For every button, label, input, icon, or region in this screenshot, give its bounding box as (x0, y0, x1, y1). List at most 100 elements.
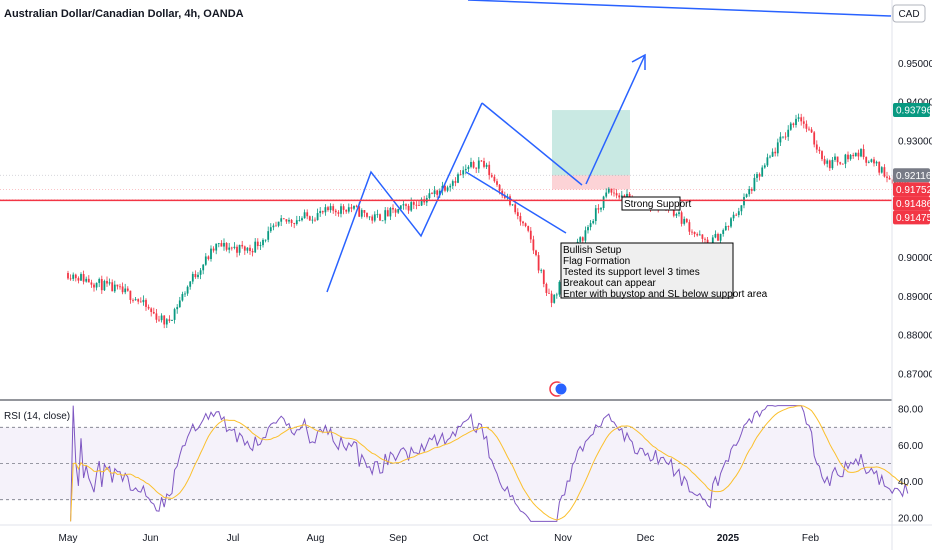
candle-body (311, 219, 314, 221)
candle-body (704, 238, 706, 240)
candle-body (303, 212, 306, 219)
candle-body (784, 136, 787, 138)
strong-support-box[interactable] (621, 196, 681, 211)
candle-body (371, 216, 374, 221)
candle-body (358, 206, 361, 217)
candle-body (618, 195, 621, 198)
candle-body (550, 293, 553, 303)
candle-body (693, 232, 696, 235)
candle-body (282, 218, 285, 220)
rsi-tick-label: 80.00 (898, 405, 923, 416)
event-icon[interactable] (549, 381, 568, 397)
candle-body (860, 149, 862, 157)
candle-body (178, 300, 181, 308)
candle-body (769, 156, 771, 158)
candle-body (615, 193, 618, 196)
long-position-target-zone[interactable] (552, 110, 630, 176)
candle-body (412, 202, 415, 205)
candle-body (493, 176, 496, 182)
candle-body (72, 274, 75, 279)
candle-body (407, 205, 410, 211)
candle-body (678, 212, 680, 215)
time-tick-label: Aug (307, 533, 325, 544)
candle-body (740, 205, 743, 212)
candle-body (332, 206, 335, 211)
price-tag (893, 210, 930, 225)
candle-body (766, 157, 769, 166)
candlestick-series (67, 113, 909, 329)
candle-body (628, 193, 631, 198)
candle-body (795, 118, 797, 125)
candle-body (126, 288, 129, 291)
candle-body (477, 160, 480, 169)
candle-body (532, 239, 535, 251)
candle-body (605, 192, 608, 197)
candle-body (831, 159, 834, 169)
candle-body (451, 181, 454, 186)
candle-body (449, 185, 452, 188)
candle-body (490, 175, 493, 177)
candle-body (410, 202, 413, 211)
candle-body (285, 219, 288, 222)
candle-body (238, 244, 241, 253)
candle-body (844, 154, 847, 164)
candle-body (683, 218, 686, 224)
candle-body (792, 123, 795, 125)
candle-body (267, 231, 270, 240)
candle-body (597, 208, 600, 210)
long-position-stop-zone[interactable] (552, 175, 630, 190)
candle-body (514, 204, 517, 213)
candle-body (714, 233, 717, 238)
candle-body (600, 208, 602, 210)
candle-body (368, 216, 371, 218)
candle-body (132, 299, 134, 301)
price-tag-label: 0.93796 (896, 106, 932, 117)
candle-body (834, 156, 836, 160)
candle-body (444, 185, 446, 191)
candle-body (308, 216, 311, 221)
rsi-tick-label: 60.00 (898, 441, 923, 452)
candle-body (875, 161, 878, 164)
candle-body (163, 315, 166, 325)
candle-body (381, 220, 384, 222)
candle-body (696, 234, 699, 236)
candle-body (392, 207, 394, 210)
price-tags: 0.93796 0.92116 0.91752 0.91486 0.91475 (893, 103, 932, 225)
trend-drawings[interactable] (326, 0, 892, 293)
candle-body (202, 264, 205, 271)
currency-label: CAD (898, 9, 919, 20)
candle-body (275, 225, 277, 227)
candle-body (220, 243, 223, 247)
candle-body (142, 299, 145, 303)
candle-body (813, 132, 816, 145)
candle-body (337, 212, 340, 214)
candle-body (730, 218, 732, 227)
setup-note-box[interactable] (560, 242, 734, 299)
candle-body (496, 181, 498, 185)
candle-body (433, 190, 436, 195)
trend-line (326, 102, 483, 293)
time-tick-label: 2025 (717, 533, 740, 544)
candle-body (782, 136, 784, 138)
rsi-ma-line (70, 405, 909, 522)
candle-body (298, 220, 301, 221)
candle-body (301, 218, 303, 221)
candle-body (290, 219, 293, 224)
candle-body (756, 174, 758, 178)
rsi-axis[interactable]: 80.00 60.00 40.00 20.00 (898, 405, 923, 525)
candle-body (558, 281, 561, 295)
candle-body (194, 273, 197, 278)
candle-body (516, 212, 519, 217)
currency-box[interactable] (892, 4, 926, 23)
candle-body (685, 218, 688, 223)
candle-body (217, 243, 220, 244)
candle-body (181, 294, 184, 301)
time-tick-label: Oct (473, 533, 489, 544)
time-axis[interactable]: May Jun Jul Aug Sep Oct Nov Dec 2025 Feb (59, 533, 820, 544)
candle-body (155, 313, 158, 320)
candle-body (360, 210, 363, 217)
candle-body (124, 288, 127, 293)
candle-body (828, 160, 831, 169)
candle-body (503, 195, 506, 199)
